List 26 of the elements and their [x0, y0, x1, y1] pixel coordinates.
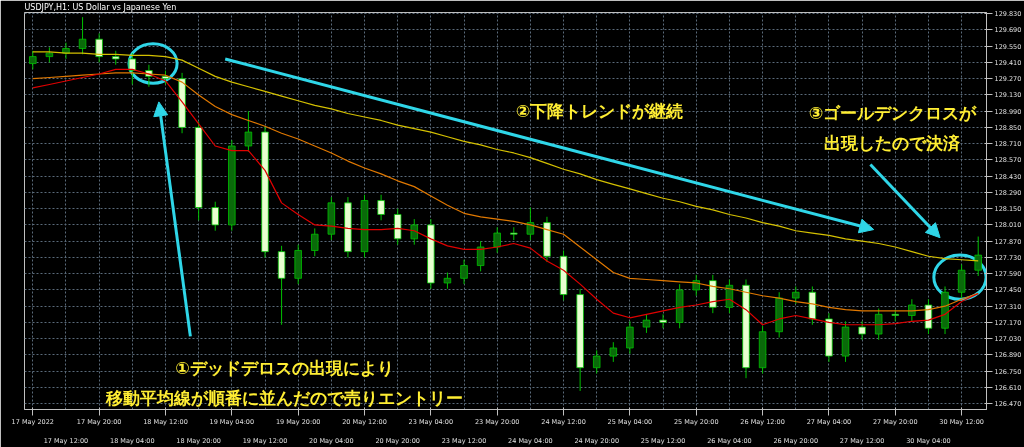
candlestick: [725, 278, 734, 314]
chart-title: USDJPY,H1: US Dollar vs Japanese Yen: [24, 3, 177, 12]
annotation: ③ゴールデンクロスが出現したので決済: [808, 102, 978, 153]
candlestick: [957, 263, 966, 299]
candlestick: [974, 236, 982, 277]
candlestick: [377, 194, 385, 221]
candlestick: [626, 320, 634, 355]
candlestick: [609, 341, 618, 363]
candlestick: [874, 308, 883, 341]
candlestick: [244, 110, 253, 153]
candlestick: [211, 201, 219, 232]
annotation: ①デッドデロスの出現により移動平均線が順番に並んだので売りエントリー: [105, 357, 463, 408]
candlestick: [29, 50, 37, 70]
candlestick: [410, 218, 418, 246]
candlestick: [78, 16, 87, 55]
candlestick: [460, 259, 468, 285]
candlestick: [642, 313, 651, 334]
candlestick: [476, 240, 485, 272]
candlestick: [128, 52, 137, 85]
annotation: ②下降トレンドが継続: [515, 100, 684, 121]
candlestick: [493, 226, 501, 254]
candlestick: [858, 320, 866, 341]
candlestick: [95, 32, 103, 63]
candlestick: [311, 227, 319, 257]
candlestick: [659, 313, 667, 329]
candlestick: [593, 349, 601, 375]
